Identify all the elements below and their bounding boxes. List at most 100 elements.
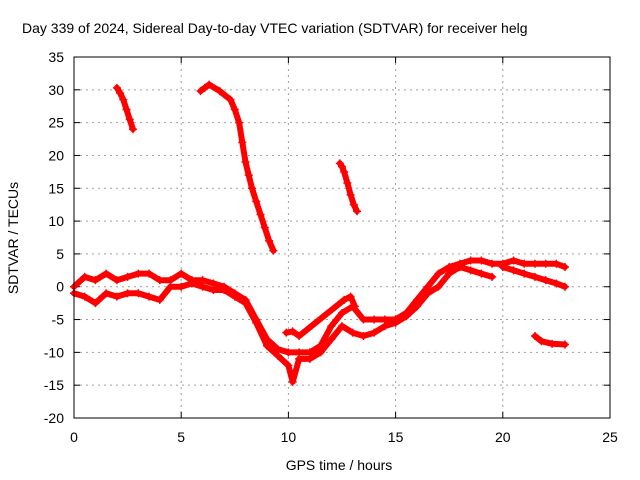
series-arc-8 — [282, 292, 359, 340]
data-point — [200, 83, 209, 92]
y-tick-label: 5 — [56, 246, 64, 262]
series-arc-3 — [335, 159, 362, 216]
data-point — [488, 272, 497, 281]
data-point — [269, 246, 278, 255]
data-point — [530, 331, 539, 340]
y-tick-label: 30 — [48, 82, 64, 98]
data-point — [112, 83, 121, 92]
data-point — [262, 341, 271, 350]
data-point — [455, 263, 464, 272]
data-point — [80, 292, 89, 301]
data-point — [316, 348, 325, 357]
series-arc-1 — [112, 83, 137, 134]
data-point — [434, 282, 443, 291]
data-point — [552, 259, 561, 268]
data-point — [123, 272, 132, 281]
data-point — [288, 377, 297, 386]
data-point — [196, 87, 205, 96]
data-point — [256, 210, 265, 219]
y-tick-label: -15 — [44, 377, 64, 393]
data-point — [134, 289, 143, 298]
data-point — [91, 299, 100, 308]
data-point — [530, 259, 539, 268]
data-point — [380, 322, 389, 331]
data-point — [123, 289, 132, 298]
series-trace — [197, 81, 277, 254]
data-point — [343, 179, 352, 188]
data-point — [509, 256, 518, 265]
data-point — [177, 269, 186, 278]
data-point — [198, 282, 207, 291]
data-point — [205, 80, 214, 89]
data-point — [338, 162, 346, 171]
data-point — [80, 272, 89, 281]
y-axis-label: SDTVAR / TECUs — [5, 182, 21, 294]
data-point — [520, 259, 529, 268]
data-point — [346, 190, 355, 199]
data-point — [548, 339, 557, 348]
data-point — [252, 197, 261, 206]
y-tick-label: 15 — [48, 180, 64, 196]
data-point — [209, 286, 218, 295]
data-point — [340, 295, 349, 304]
data-point — [125, 115, 134, 124]
data-point — [353, 207, 362, 216]
x-tick-label: 25 — [602, 429, 618, 445]
y-tick-label: -20 — [44, 410, 64, 426]
series-arc-5 — [70, 263, 497, 386]
data-point — [560, 340, 569, 349]
series-trace — [113, 84, 136, 133]
data-point — [155, 295, 164, 304]
data-point — [230, 105, 239, 114]
data-point — [327, 322, 336, 331]
data-point — [466, 266, 475, 275]
data-point — [112, 292, 121, 301]
y-tick-label: -10 — [44, 344, 64, 360]
data-point — [215, 87, 224, 96]
data-point — [346, 292, 355, 301]
data-point — [284, 361, 293, 370]
data-point — [102, 289, 111, 298]
data-point — [359, 315, 368, 324]
series-arc-7 — [530, 331, 569, 349]
chart-title: Day 339 of 2024, Sidereal Day-to-day VTE… — [22, 20, 528, 36]
series-arc-2 — [196, 80, 278, 255]
plot-border — [73, 56, 611, 419]
data-point — [145, 269, 154, 278]
data-point — [295, 354, 304, 363]
data-point — [560, 282, 569, 291]
data-point — [241, 299, 250, 308]
data-point — [265, 236, 274, 245]
data-point — [134, 269, 143, 278]
data-point — [466, 256, 475, 265]
data-point — [359, 331, 368, 340]
data-point — [284, 348, 293, 357]
data-point — [145, 292, 154, 301]
y-tick-label: 0 — [56, 279, 64, 295]
series-arc-4 — [70, 256, 569, 357]
grid — [74, 57, 610, 418]
data-point — [391, 318, 400, 327]
data-point — [509, 266, 518, 275]
data-point — [288, 327, 297, 336]
series-arc-6 — [498, 263, 569, 291]
data-point — [226, 95, 235, 104]
y-tick-label: 10 — [48, 213, 64, 229]
data-point — [238, 138, 247, 147]
data-point — [349, 200, 358, 209]
data-point — [102, 269, 111, 278]
data-point — [488, 259, 497, 268]
data-point — [112, 276, 121, 285]
data-point — [177, 282, 186, 291]
data-point — [128, 125, 137, 134]
data-point — [348, 328, 357, 337]
data-point — [241, 158, 250, 167]
data-point — [434, 269, 443, 278]
data-point — [119, 95, 128, 104]
data-point — [122, 105, 131, 114]
data-point — [537, 337, 546, 346]
data-point — [541, 259, 550, 268]
data-point — [370, 315, 379, 324]
data-point — [530, 272, 539, 281]
